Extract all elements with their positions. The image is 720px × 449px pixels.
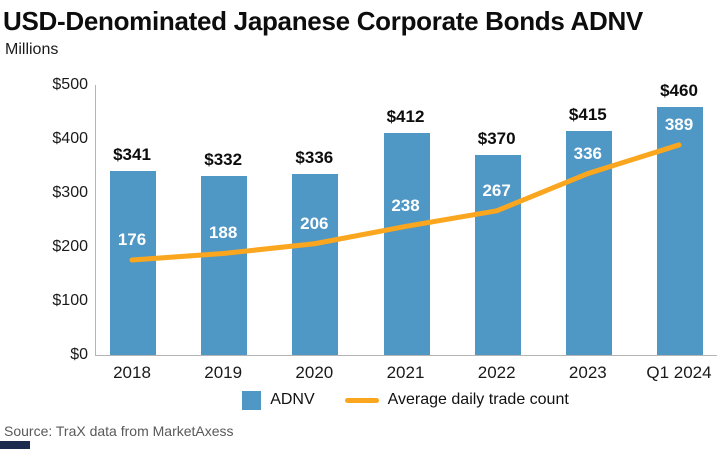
- adnv-bar: [657, 106, 703, 355]
- adnv-bar: [383, 132, 430, 355]
- bar-value-label: $341: [113, 144, 151, 164]
- x-tick-label: 2023: [568, 363, 607, 382]
- y-tick-label: $400: [52, 130, 88, 147]
- y-tick-label: $100: [52, 292, 88, 309]
- adnv-bar: [110, 170, 156, 355]
- x-tick-label: 2021: [386, 363, 425, 382]
- corner-brand-mark: [0, 441, 30, 449]
- bar-value-label: $370: [477, 129, 516, 149]
- source-note: Source: TraX data from MarketAxess: [4, 423, 234, 439]
- trade-count-label: 176: [117, 229, 147, 249]
- adnv-bar: [565, 130, 612, 355]
- chart-title: USD-Denominated Japanese Corporate Bonds…: [3, 6, 643, 36]
- legend-item-adnv: ADNV: [242, 390, 315, 410]
- legend-label-trade-count: Average daily trade count: [387, 391, 569, 408]
- trade-count-label: 206: [300, 213, 329, 233]
- adnv-swatch-icon: [242, 390, 262, 410]
- bar-value-label: $460: [660, 80, 698, 100]
- trade-count-line-swatch-icon: [344, 397, 379, 403]
- bar-value-label: $415: [568, 104, 607, 124]
- y-tick-label: $200: [52, 238, 88, 255]
- legend-label-adnv: ADNV: [270, 391, 315, 408]
- bar-value-label: $336: [295, 147, 334, 167]
- bar-value-label: $412: [386, 106, 425, 126]
- x-tick-label: 2020: [295, 363, 334, 382]
- chart-subtitle: Millions: [5, 41, 59, 58]
- trade-count-label: 238: [391, 196, 420, 216]
- x-tick-label: 2022: [477, 363, 516, 382]
- x-tick-label: Q1 2024: [646, 363, 712, 382]
- adnv-bar: [201, 175, 248, 355]
- y-tick-label: $300: [52, 184, 88, 201]
- trade-count-label: 336: [573, 143, 603, 163]
- legend: ADNV Average daily trade count: [95, 388, 716, 412]
- trade-count-label: 389: [664, 114, 694, 134]
- legend-item-trade-count: Average daily trade count: [344, 391, 569, 409]
- y-tick-label: $0: [70, 346, 88, 363]
- x-tick-label: 2019: [204, 363, 243, 382]
- trade-count-label: 188: [208, 223, 238, 243]
- y-tick-label: $500: [52, 76, 88, 93]
- bar-value-label: $332: [204, 149, 243, 169]
- x-tick-label: 2018: [113, 363, 151, 382]
- trade-count-label: 267: [482, 180, 511, 200]
- adnv-bar: [292, 173, 339, 355]
